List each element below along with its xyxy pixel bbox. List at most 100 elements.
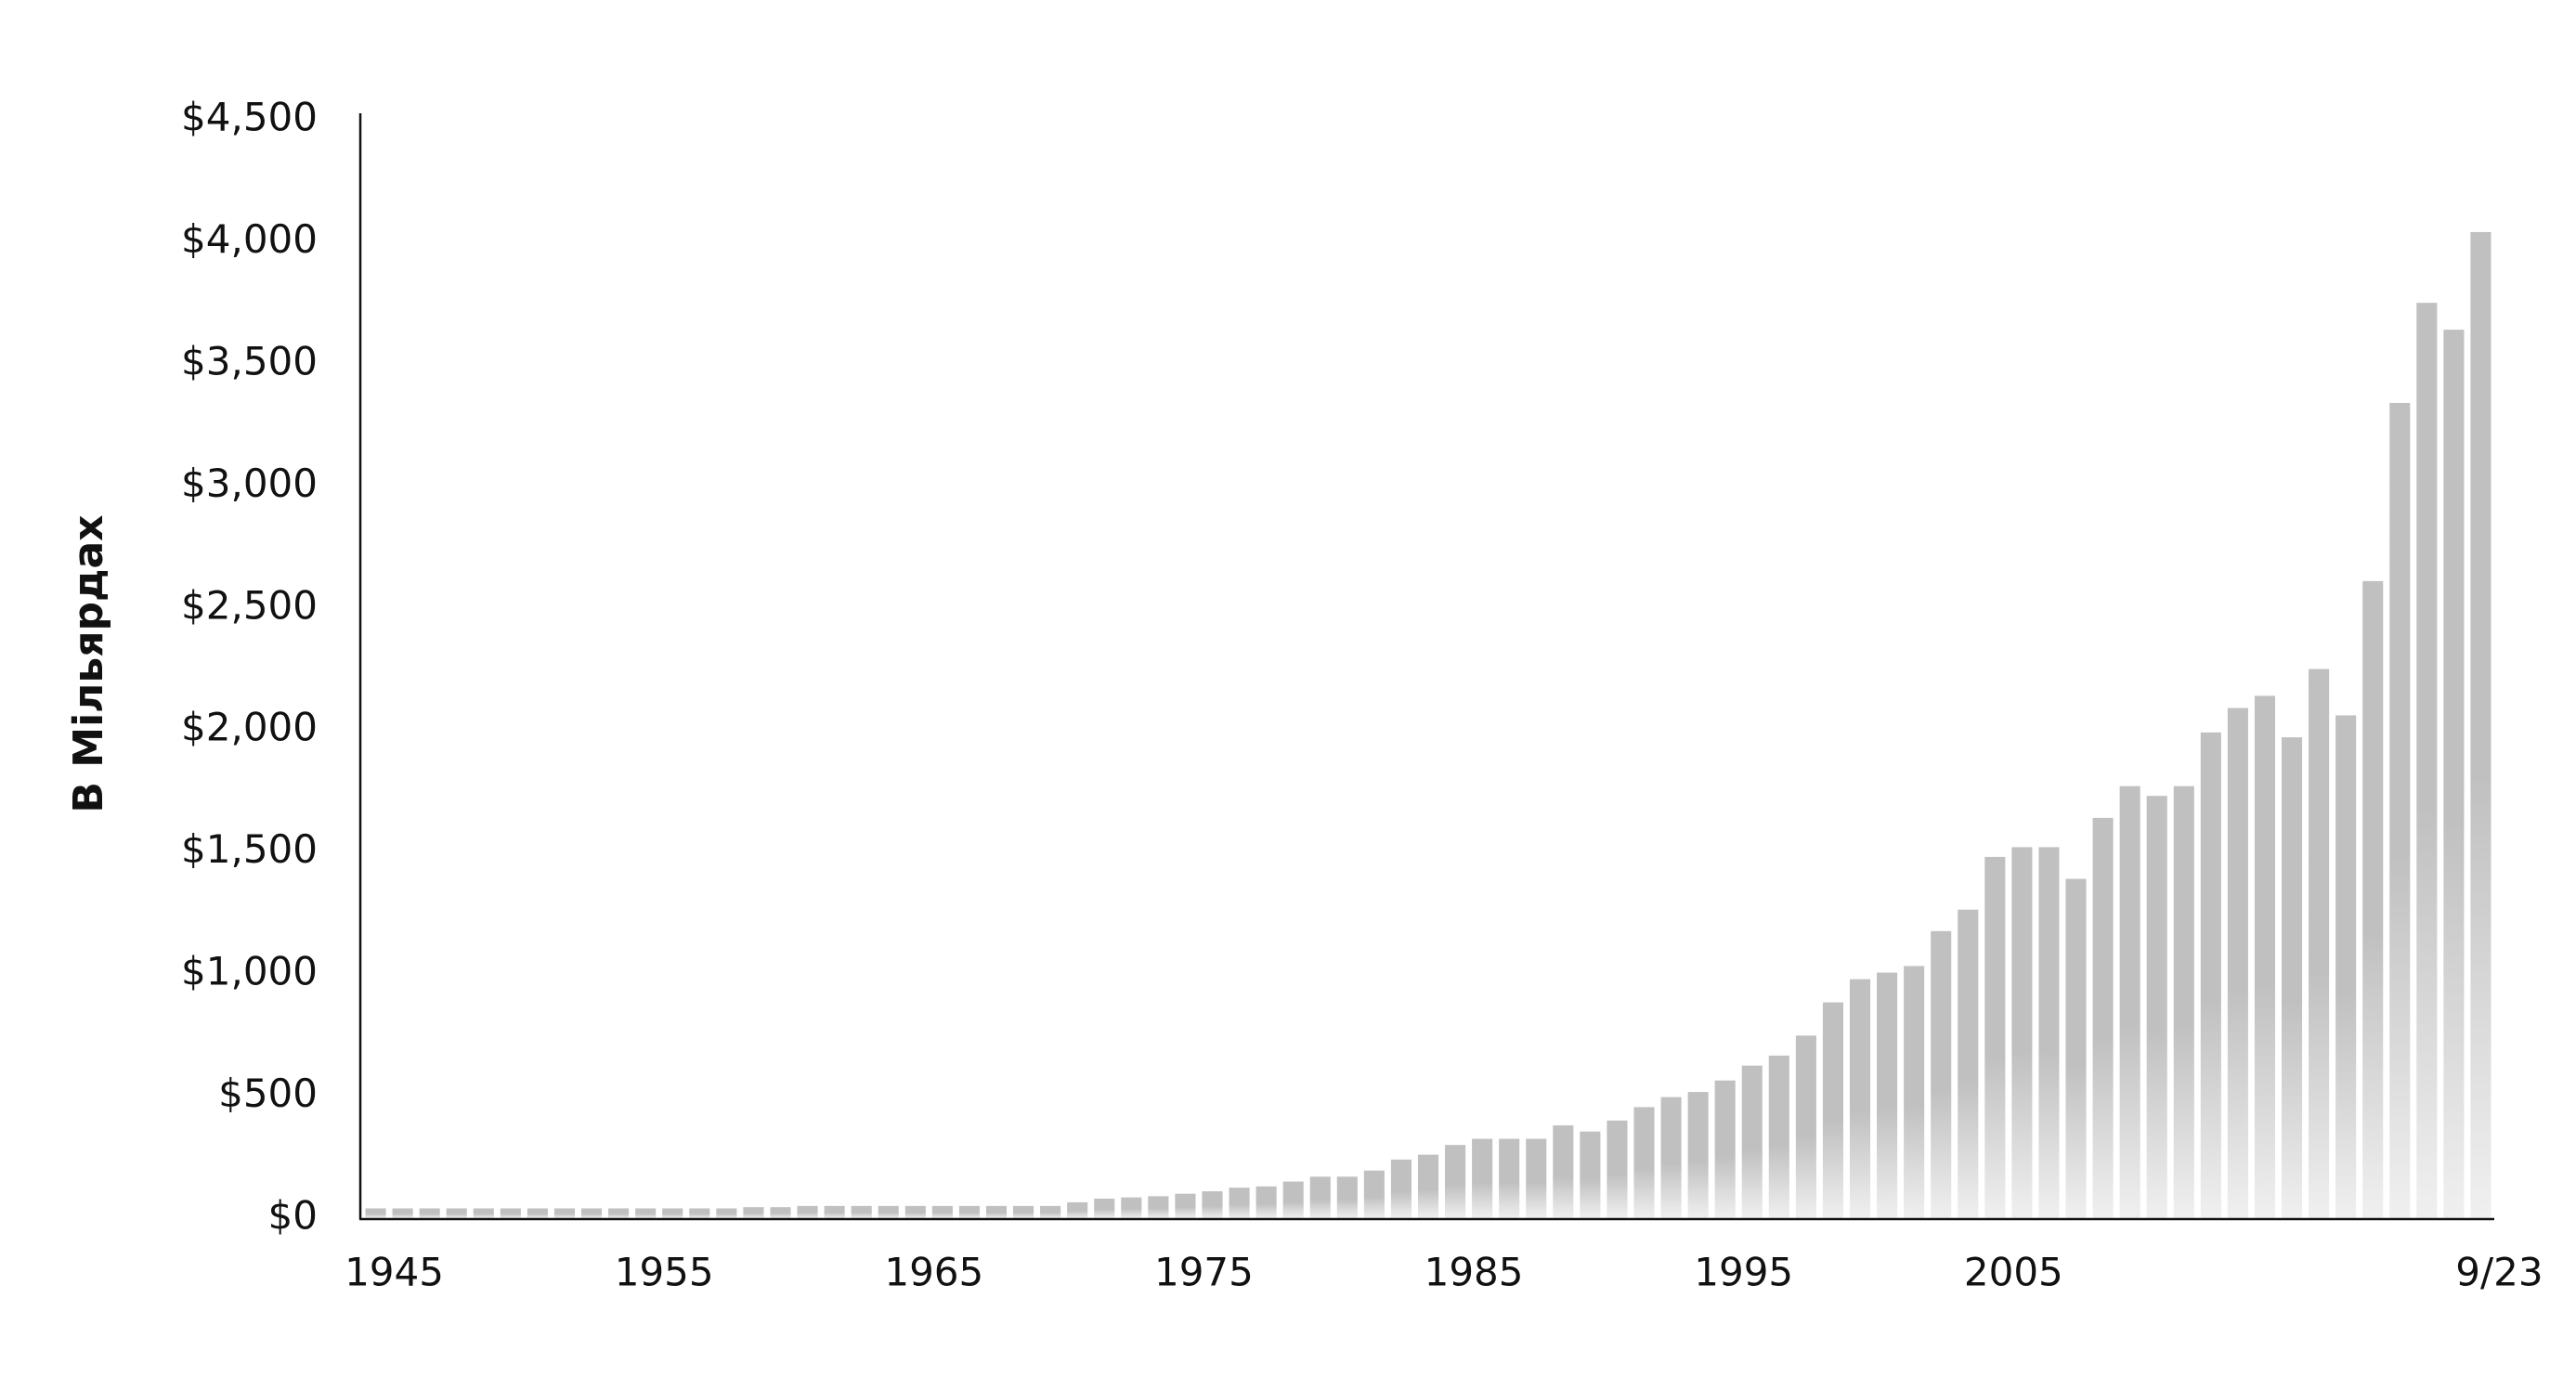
bar: [2254, 695, 2276, 1218]
bar: [743, 1207, 764, 1218]
bar: [1417, 1154, 1439, 1218]
bar: [716, 1208, 737, 1218]
bar: [1445, 1145, 1466, 1218]
bar: [608, 1208, 630, 1218]
bar: [1958, 909, 1979, 1218]
bar: [1148, 1196, 1169, 1218]
bar: [1040, 1205, 1061, 1218]
bar: [2389, 402, 2411, 1218]
bar: [1255, 1186, 1277, 1218]
bar: [1013, 1205, 1034, 1218]
bar: [419, 1208, 440, 1218]
bar: [985, 1205, 1008, 1218]
bar: [500, 1208, 521, 1218]
x-tick-label: 1995: [1694, 1250, 1793, 1295]
bar: [1094, 1198, 1115, 1218]
y-tick-label: $3,000: [181, 461, 318, 506]
x-tick-label: 1985: [1425, 1250, 1524, 1295]
y-tick-label: $4,000: [181, 216, 318, 262]
bar: [553, 1208, 576, 1218]
bar: [1795, 1035, 1816, 1218]
bar: [446, 1208, 467, 1218]
bar: [662, 1208, 683, 1218]
y-tick-label: $1,500: [181, 826, 318, 872]
bar: [1633, 1107, 1655, 1218]
bar: [689, 1208, 710, 1218]
x-tick-label: 1945: [345, 1250, 444, 1295]
bar: [1741, 1065, 1763, 1218]
bar: [365, 1208, 386, 1218]
x-tick-label: 2005: [1964, 1250, 2063, 1295]
bar: [1499, 1138, 1520, 1218]
bar: [1229, 1188, 1250, 1218]
y-tick-label: $0: [268, 1193, 318, 1239]
x-tick-label: 1965: [884, 1250, 983, 1295]
bar: [2173, 785, 2194, 1218]
bar: [2335, 715, 2357, 1218]
bar: [1526, 1138, 1547, 1218]
bar: [1931, 930, 1952, 1218]
bar: [2065, 878, 2087, 1218]
x-tick-label: 1975: [1154, 1250, 1254, 1295]
bar: [2309, 669, 2330, 1218]
x-tick-label: 1955: [615, 1250, 714, 1295]
y-axis-label: В Мільярдах: [65, 514, 112, 812]
bar: [2227, 707, 2248, 1218]
bar: [1121, 1197, 1142, 1218]
bar: [2362, 580, 2384, 1218]
bar: [851, 1205, 872, 1218]
bar: [1849, 979, 1871, 1218]
bar: [2470, 231, 2491, 1218]
bar: [1877, 972, 1898, 1218]
y-tick-label: $2,000: [181, 705, 318, 750]
bar: [2146, 796, 2167, 1218]
bar: [1282, 1181, 1304, 1218]
bar: [2200, 732, 2221, 1218]
bar: [1553, 1125, 1574, 1218]
bar: [2119, 785, 2140, 1218]
bar: [2416, 303, 2438, 1219]
y-tick-label: $1,000: [181, 949, 318, 994]
y-tick-label: $2,500: [181, 582, 318, 628]
y-tick-label: $500: [218, 1071, 318, 1116]
bar: [1390, 1159, 1412, 1218]
bar: [1472, 1138, 1493, 1218]
bar: [1309, 1176, 1331, 1218]
bar: [392, 1208, 413, 1218]
bar: [580, 1208, 603, 1218]
y-tick-label: $3,500: [181, 338, 318, 383]
bar: [1984, 856, 2006, 1218]
bar: [2092, 817, 2114, 1218]
bar: [797, 1205, 818, 1218]
bar: [2281, 737, 2303, 1218]
bar: [527, 1208, 548, 1218]
bar: [1687, 1092, 1709, 1218]
y-tick-label: $4,500: [181, 95, 318, 140]
bar: [1067, 1201, 1088, 1218]
bar: [1768, 1055, 1789, 1218]
bar: [904, 1205, 926, 1218]
bar: [1714, 1080, 1736, 1218]
bar: [2443, 330, 2465, 1218]
bar: [2038, 847, 2060, 1218]
bar: [931, 1205, 953, 1218]
bar: [635, 1208, 657, 1218]
bar: [1175, 1193, 1196, 1218]
bar: [1904, 966, 1925, 1218]
x-tick-label: 9/23: [2455, 1250, 2543, 1295]
bar: [878, 1205, 899, 1218]
bar: [1363, 1170, 1385, 1218]
bar: [1660, 1097, 1682, 1218]
bar: [958, 1205, 980, 1218]
bar: [2011, 847, 2033, 1218]
bar: [473, 1208, 494, 1218]
bar: [1607, 1120, 1628, 1218]
bar: [824, 1205, 845, 1218]
bar: [1336, 1176, 1358, 1218]
bar: [1202, 1191, 1223, 1218]
bar: [770, 1207, 791, 1218]
bar: [1580, 1131, 1601, 1218]
bar: [1822, 1002, 1843, 1218]
